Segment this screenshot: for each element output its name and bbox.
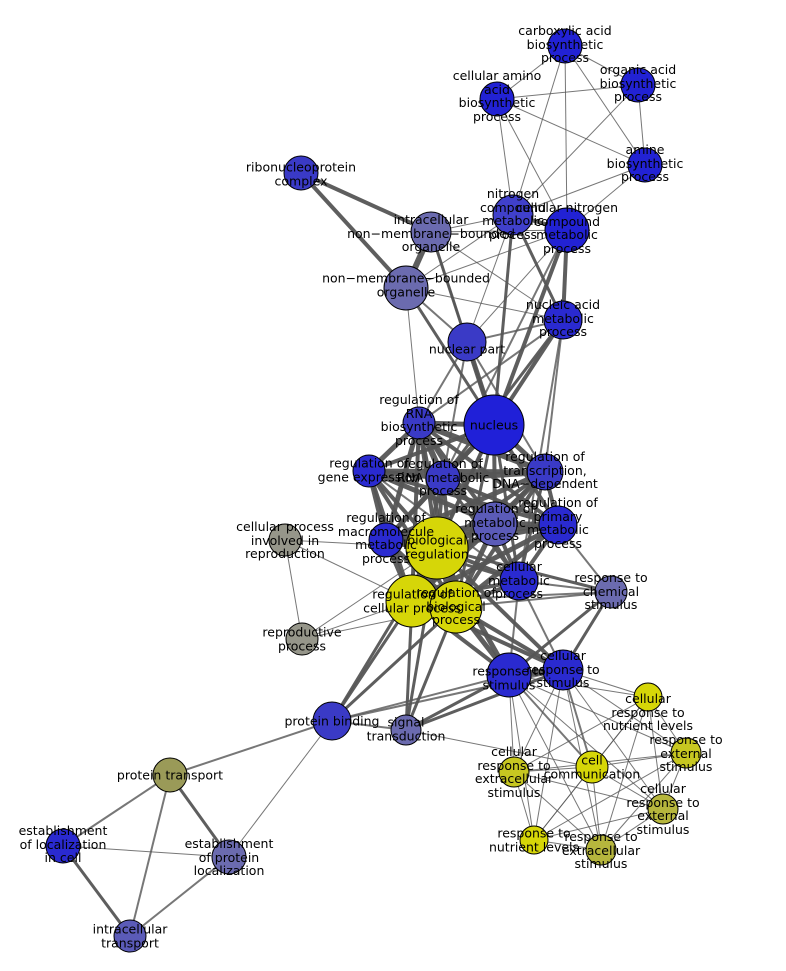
- graph-node[interactable]: [368, 522, 404, 558]
- graph-edge: [169, 720, 333, 776]
- graph-edge: [564, 45, 646, 166]
- graph-node[interactable]: [670, 737, 702, 769]
- graph-edge: [405, 287, 420, 424]
- graph-edge: [466, 229, 568, 343]
- graph-node[interactable]: [402, 406, 436, 440]
- graph-node[interactable]: [45, 828, 81, 864]
- graph-edge: [430, 229, 568, 233]
- graph-node[interactable]: [283, 155, 319, 191]
- graph-edge: [368, 469, 559, 527]
- graph-node[interactable]: [352, 454, 386, 488]
- graph-edge: [600, 696, 649, 851]
- graph-node[interactable]: [486, 652, 532, 698]
- graph-edge: [405, 287, 564, 321]
- graph-edge: [508, 674, 687, 754]
- graph-node[interactable]: [410, 211, 452, 253]
- graph-edge: [405, 668, 564, 732]
- graph-node[interactable]: [575, 750, 609, 784]
- graph-edge: [405, 229, 568, 289]
- graph-node[interactable]: [211, 839, 247, 875]
- graph-node[interactable]: [113, 919, 147, 953]
- graph-edge: [512, 84, 639, 216]
- graph-node[interactable]: [498, 756, 530, 788]
- graph-node[interactable]: [405, 516, 469, 580]
- graph-edge: [62, 845, 230, 858]
- graph-node[interactable]: [390, 714, 422, 746]
- graph-edge: [513, 696, 649, 773]
- node-layer: [45, 28, 702, 953]
- graph-edge: [284, 539, 303, 640]
- graph-edge: [533, 752, 687, 841]
- graph-node[interactable]: [425, 460, 461, 496]
- graph-edge: [512, 45, 566, 216]
- graph-edge: [512, 164, 646, 216]
- graph-edge: [418, 319, 564, 424]
- graph-node[interactable]: [547, 28, 583, 64]
- graph-edge: [228, 720, 333, 858]
- graph-node[interactable]: [492, 194, 534, 236]
- graph-edge: [508, 674, 649, 698]
- graph-node[interactable]: [627, 147, 663, 183]
- graph-edge: [496, 98, 568, 231]
- graph-edge: [330, 605, 458, 723]
- graph-node[interactable]: [543, 300, 583, 340]
- graph-edge: [513, 771, 602, 851]
- graph-edge: [600, 752, 687, 851]
- graph-node[interactable]: [285, 622, 319, 656]
- graph-edge: [508, 674, 602, 851]
- graph-node[interactable]: [647, 793, 679, 825]
- graph-edge: [647, 696, 664, 810]
- graph-node[interactable]: [585, 834, 617, 866]
- graph-node[interactable]: [519, 825, 549, 855]
- graph-edge: [513, 771, 664, 810]
- graph-edge: [368, 468, 496, 527]
- graph-edge: [492, 214, 515, 426]
- graph-node[interactable]: [544, 207, 590, 253]
- graph-node[interactable]: [472, 501, 518, 547]
- edge-layer: [61, 45, 687, 937]
- graph-edge: [331, 674, 510, 722]
- graph-edge: [430, 231, 564, 321]
- graph-edge: [518, 319, 564, 582]
- graph-edge: [544, 319, 564, 473]
- graph-node[interactable]: [152, 757, 188, 793]
- graph-node[interactable]: [542, 649, 584, 691]
- graph-edge: [442, 341, 468, 479]
- graph-node[interactable]: [268, 523, 302, 557]
- graph-node[interactable]: [383, 265, 429, 311]
- graph-edge: [129, 856, 230, 937]
- graph-edge: [562, 669, 687, 754]
- graph-node[interactable]: [499, 561, 539, 601]
- graph-edge: [405, 729, 593, 768]
- graph-node[interactable]: [429, 580, 483, 634]
- graph-edge: [410, 422, 421, 602]
- graph-edge: [533, 808, 664, 841]
- graph-edge: [496, 84, 639, 100]
- graph-node[interactable]: [463, 394, 525, 456]
- graph-edge: [299, 171, 408, 290]
- graph-edge: [508, 674, 664, 810]
- graph-node[interactable]: [594, 575, 628, 609]
- graph-edge: [410, 522, 560, 604]
- graph-edge: [496, 98, 646, 166]
- graph-edge: [466, 214, 514, 343]
- graph-edge: [61, 845, 132, 937]
- graph-node[interactable]: [538, 505, 578, 545]
- graph-edge: [62, 774, 171, 847]
- graph-node[interactable]: [526, 453, 564, 491]
- graph-node[interactable]: [620, 67, 656, 103]
- graph-node[interactable]: [479, 81, 515, 117]
- graph-edge: [129, 774, 171, 937]
- graph-node[interactable]: [312, 701, 352, 741]
- graph-edge: [562, 669, 664, 810]
- graph-node[interactable]: [447, 322, 487, 362]
- graph-edge: [533, 669, 564, 841]
- graph-node[interactable]: [633, 682, 663, 712]
- graph-edge: [300, 171, 432, 234]
- graph-edge: [564, 45, 568, 231]
